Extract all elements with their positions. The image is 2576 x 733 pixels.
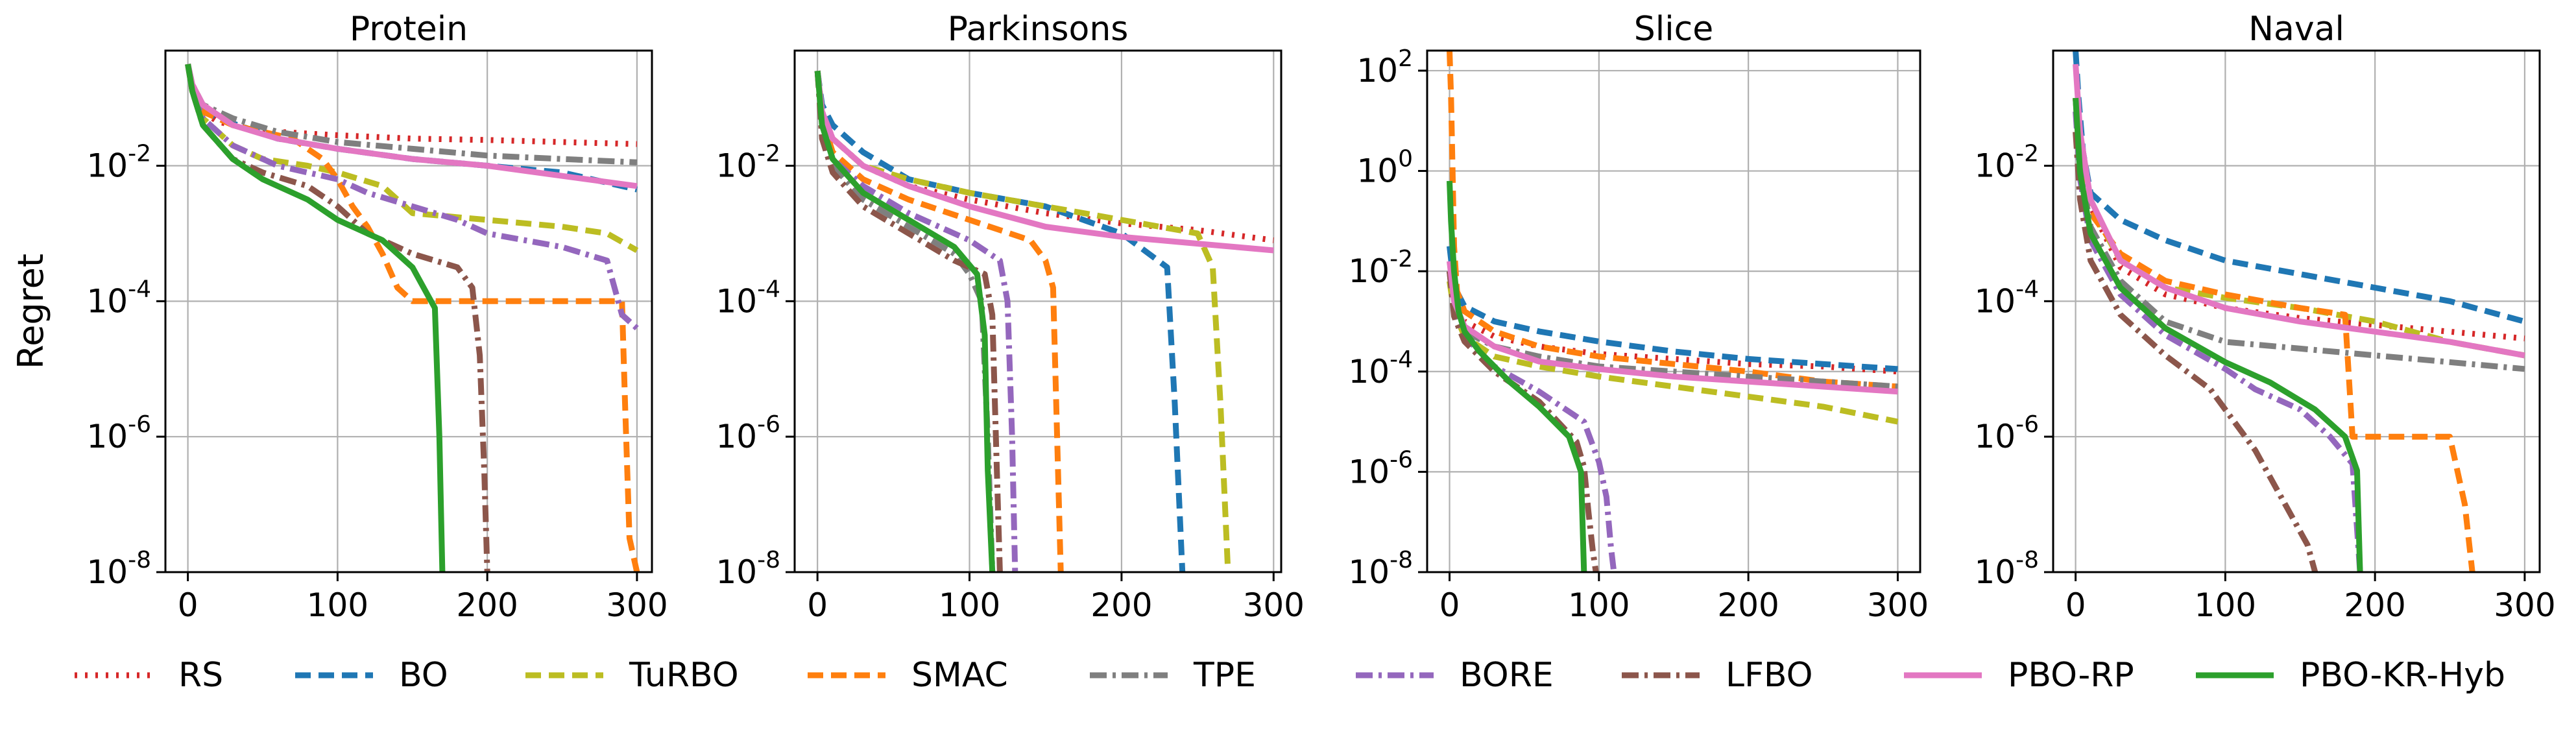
y-tick-label: 10-8 [716,547,780,591]
series-line-lfbo [814,70,1003,572]
x-tick-label: 300 [1243,586,1305,624]
legend-item-turbo: TuRBO [525,656,739,695]
legend-label: BORE [1460,656,1554,695]
x-tick-label: 0 [807,586,828,624]
gridlines [1427,51,1920,573]
y-tick-label: 102 [1356,45,1413,90]
series-line-smac [185,64,640,572]
x-tick-label: 300 [2494,586,2555,624]
legend: RS BO TuRBO SMAC TPE BORE LFBO PBO-RP PBO-KR-Hyb [75,656,2505,695]
legend-label: TPE [1193,656,1256,695]
legend-item-pbo-kr-hyb: PBO-KR-Hyb [2196,656,2505,695]
y-tick-label: 10-6 [86,411,151,455]
panel-protein: 0 100 200 300 10-8 10-6 10-4 10-2 Protein [86,10,668,624]
series-line-smac [2073,97,2475,572]
y-tick-label: 10-2 [716,141,780,185]
gridlines [795,51,1281,573]
x-tick-label: 0 [178,586,199,624]
y-tick-label: 10-6 [1348,446,1413,490]
series-line-bo [2073,51,2526,325]
series-group [1447,51,1899,572]
axes-frame [1426,49,1921,573]
axes-frame [2052,49,2541,573]
x-tick-label: 300 [606,586,668,624]
x-tick-label: 100 [2195,586,2256,624]
legend-item-smac: SMAC [808,656,1008,695]
panel-slice: 0 100 200 300 10-8 10-6 10-4 10-2 100 102 Slice [1348,10,1929,624]
y-tick-label: 10-2 [1348,246,1413,290]
axes-frame [793,49,1282,573]
series-line-pbo-rp [2073,64,2525,359]
series-line-bore [185,64,639,331]
panels: 0 100 200 300 10-8 10-6 10-4 10-2 Protein 0 100 200… [10,10,2556,624]
legend-item-lfbo: LFBO [1622,656,1813,695]
y-tick-label: 100 [1356,146,1413,190]
legend-label: BO [399,656,448,695]
y-tick-label: 10-6 [716,411,780,455]
series-line-tpe [1447,270,1898,390]
series-line-pbo-kr-hyb [1447,180,1587,572]
series-line-tpe [2073,97,2525,372]
legend-item-pbo-rp: PBO-RP [1904,656,2134,695]
legend-label: TuRBO [629,656,739,695]
x-tick-label: 0 [2065,586,2086,624]
series-line-pbo-kr-hyb [814,70,996,572]
panel-naval: 0 100 200 300 10-8 10-6 10-4 10-2 Naval [1974,10,2555,624]
y-tick-label: 10-4 [1974,276,2039,320]
series-line-lfbo [2073,132,2318,572]
series-line-pbo-rp [185,63,638,189]
series-group [814,70,1274,572]
legend-label: PBO-RP [2008,656,2134,695]
y-tick-label: 10-4 [716,276,780,320]
legend-label: RS [178,656,223,695]
y-tick-label: 10-8 [1348,547,1413,591]
legend-label: SMAC [911,656,1008,695]
series-line-smac [814,70,1064,572]
x-tick-label: 200 [1090,586,1152,624]
y-tick-label: 10-8 [1974,547,2039,591]
y-axis-label: Regret [10,254,51,369]
x-tick-label: 0 [1439,586,1460,624]
gridlines [2053,51,2540,573]
series-line-rs [2073,97,2525,342]
legend-label: LFBO [1726,656,1813,695]
x-tick-label: 100 [307,586,368,624]
y-tick-label: 10-8 [86,547,151,591]
x-tick-label: 300 [1867,586,1929,624]
x-tick-label: 100 [1568,586,1630,624]
series-line-tpe [185,63,638,165]
series-group [185,63,640,572]
x-tick-label: 100 [939,586,1000,624]
y-tick-label: 10-4 [86,276,151,320]
series-line-smac [1447,51,1898,390]
series-line-pbo-rp [814,70,1274,254]
panel-title: Naval [2248,10,2344,49]
panel-title: Parkinsons [948,10,1129,49]
x-tick-label: 200 [456,586,518,624]
series-group [2073,51,2526,572]
legend-item-tpe: TPE [1090,656,1256,695]
series-line-turbo [1447,280,1899,425]
y-tick-label: 10-4 [1348,346,1413,391]
y-tick-label: 10-2 [1974,141,2039,185]
panel-title: Slice [1634,10,1713,49]
legend-item-rs: RS [75,656,223,695]
legend-item-bore: BORE [1356,656,1554,695]
y-tick-label: 10-6 [1974,411,2039,455]
series-line-pbo-kr-hyb [2073,97,2363,572]
y-tick-label: 10-2 [86,141,151,185]
series-line-pbo-kr-hyb [185,64,446,572]
axes-frame [164,49,653,573]
panel-title: Protein [350,10,468,49]
panel-parkinsons: 0 100 200 300 10-8 10-6 10-4 10-2 Parkinsons [716,10,1305,624]
x-tick-label: 200 [1717,586,1779,624]
legend-label: PBO-KR-Hyb [2300,656,2505,695]
series-line-bore [2073,111,2363,572]
legend-item-bo: BO [295,656,448,695]
x-tick-label: 200 [2344,586,2405,624]
series-line-bore [1447,270,1617,572]
series-line-turbo [814,70,1231,572]
